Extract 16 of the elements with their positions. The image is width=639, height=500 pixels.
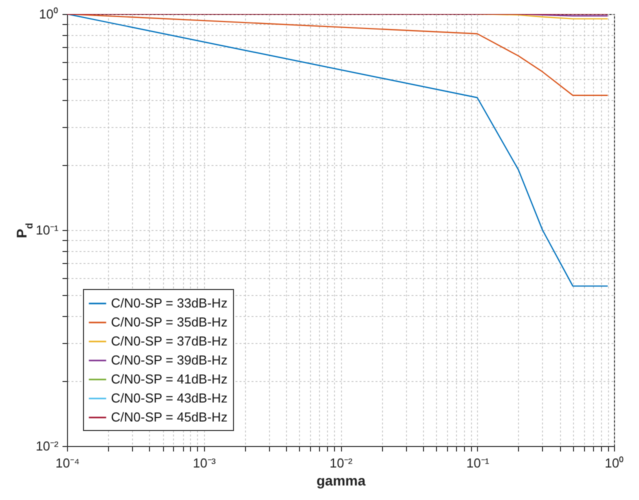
y-tick-label: 10⁻² — [36, 438, 60, 454]
legend-label: C/N0-SP = 39dB-Hz — [111, 352, 228, 368]
x-axis-title: gamma — [316, 472, 366, 488]
legend-label: C/N0-SP = 35dB-Hz — [111, 314, 228, 330]
x-tick-label: 10⁻¹ — [466, 456, 490, 470]
x-tick-label: 10⁻² — [330, 456, 354, 470]
x-tick-label: 10⁰ — [604, 456, 624, 470]
x-tick-label: 10⁻⁴ — [55, 456, 80, 470]
legend-label: C/N0-SP = 45dB-Hz — [111, 410, 228, 424]
legend-label: C/N0-SP = 37dB-Hz — [111, 334, 228, 348]
legend-label: C/N0-SP = 43dB-Hz — [111, 390, 228, 406]
legend-label: C/N0-SP = 33dB-Hz — [111, 296, 228, 310]
x-tick-label: 10⁻³ — [192, 456, 216, 470]
legend-label: C/N0-SP = 41dB-Hz — [111, 372, 228, 386]
y-tick-label: 10⁰ — [39, 6, 58, 22]
y-tick-label: 10⁻¹ — [36, 222, 60, 238]
